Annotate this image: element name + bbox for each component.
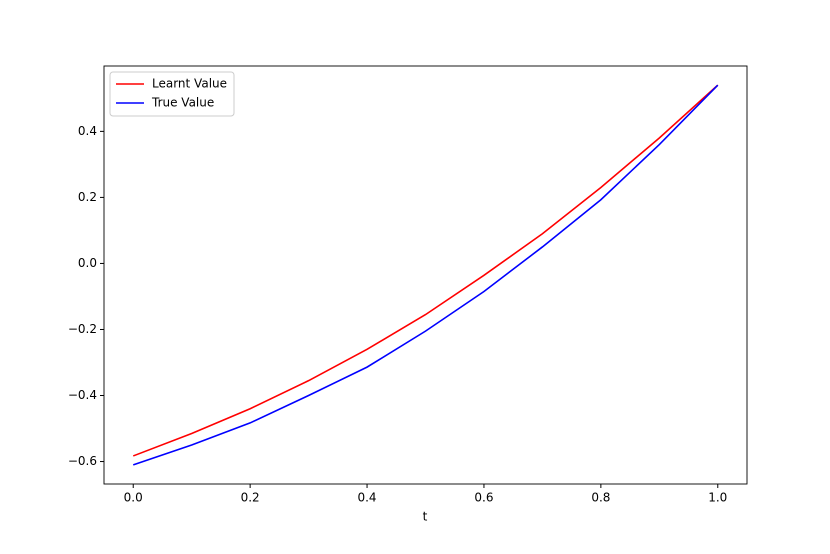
y-tick-label: −0.6	[68, 454, 97, 468]
x-axis-label: t	[423, 510, 428, 524]
legend-label: Learnt Value	[152, 77, 227, 91]
y-tick-label: 0.2	[78, 190, 97, 204]
legend-label: True Value	[151, 96, 214, 110]
plot-frame	[103, 65, 748, 485]
legend-box	[109, 71, 235, 117]
y-tick-label: −0.4	[68, 388, 97, 402]
y-tick-label: 0.0	[78, 256, 97, 270]
x-tick-label: 0.2	[241, 491, 260, 505]
y-tick-label: −0.2	[68, 322, 97, 336]
x-tick-label: 1.0	[708, 491, 727, 505]
data-line	[132, 84, 719, 457]
x-tick-label: 0.6	[474, 491, 493, 505]
x-tick-label: 0.4	[357, 491, 376, 505]
y-tick-label: 0.4	[78, 124, 97, 138]
data-line	[132, 84, 719, 466]
x-tick-label: 0.0	[124, 491, 143, 505]
x-tick-label: 0.8	[591, 491, 610, 505]
